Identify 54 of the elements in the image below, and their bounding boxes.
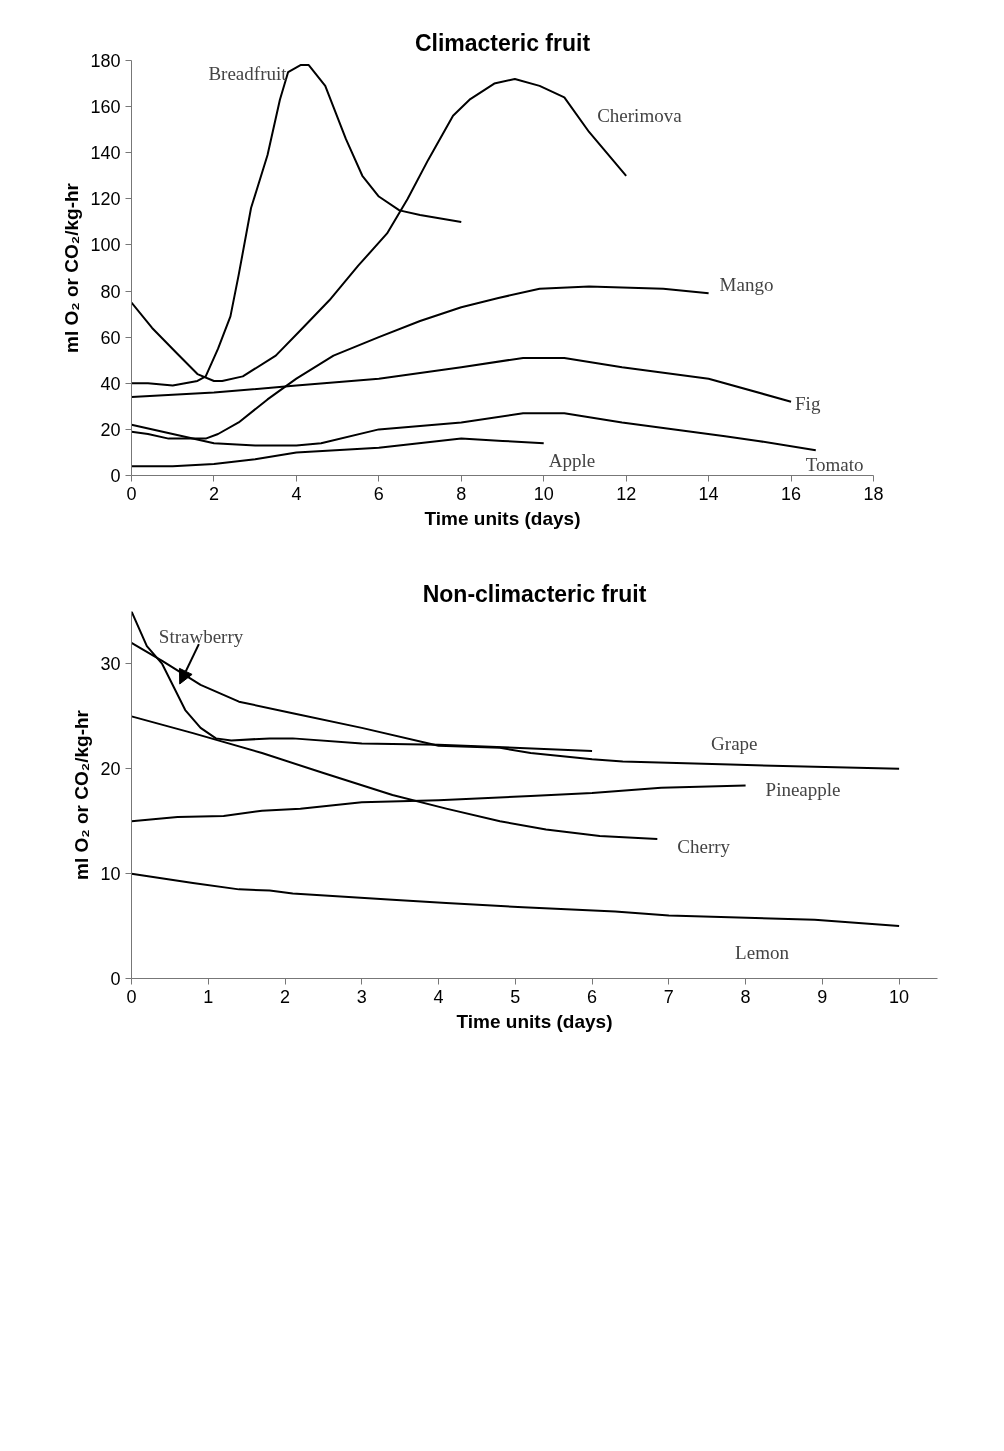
series-label: Breadfruit — [208, 62, 288, 84]
series-label: Mango — [719, 273, 774, 295]
series-label: Grape — [711, 733, 758, 755]
x-tick-label: 4 — [291, 483, 302, 504]
x-tick-label: 4 — [433, 986, 444, 1007]
y-tick-label: 0 — [110, 969, 121, 989]
series-label: Pineapple — [765, 779, 841, 801]
x-tick-label: 2 — [280, 986, 291, 1007]
series-label: Strawberry — [158, 625, 244, 647]
x-tick-label: 12 — [616, 483, 637, 504]
y-tick-label: 120 — [90, 189, 121, 210]
y-tick-label: 100 — [90, 235, 121, 256]
x-tick-label: 8 — [456, 483, 467, 504]
series-label: Cherimova — [597, 105, 683, 127]
chart-title: Climacteric fruit — [414, 29, 591, 56]
y-tick-label: 40 — [100, 373, 121, 394]
y-tick-label: 180 — [90, 51, 121, 71]
x-tick-label: 2 — [208, 483, 219, 504]
y-tick-label: 160 — [90, 97, 121, 118]
series-label: Cherry — [677, 835, 731, 857]
line-series — [131, 872, 901, 928]
x-tick-label: 0 — [126, 483, 137, 504]
x-axis-title: Time units (days) — [456, 1010, 613, 1032]
x-tick-label: 1 — [203, 986, 214, 1007]
x-tick-label: 9 — [817, 986, 828, 1007]
y-tick-label: 80 — [100, 281, 121, 302]
series-label: Fig — [795, 393, 821, 415]
line-series — [131, 437, 545, 468]
y-tick-label: 10 — [100, 864, 121, 885]
x-tick-label: 18 — [863, 483, 884, 504]
y-tick-label: 0 — [110, 466, 121, 486]
series-label: Apple — [548, 449, 596, 471]
x-tick-label: 5 — [510, 986, 521, 1007]
series-label: Tomato — [805, 453, 864, 475]
y-tick-label: 30 — [100, 654, 121, 675]
y-tick-label: 20 — [100, 759, 121, 780]
x-tick-label: 6 — [373, 483, 384, 504]
x-tick-label: 8 — [740, 986, 751, 1007]
y-tick-label: 140 — [90, 143, 121, 164]
x-tick-label: 7 — [663, 986, 674, 1007]
x-tick-label: 6 — [587, 986, 598, 1007]
y-axis-title: ml O₂ or CO₂/kg-hr — [71, 709, 93, 880]
x-tick-label: 16 — [781, 483, 802, 504]
series-label: Lemon — [735, 941, 790, 963]
x-tick-label: 10 — [889, 986, 910, 1007]
y-axis-title: ml O₂ or CO₂/kg-hr — [61, 182, 83, 353]
x-axis-title: Time units (days) — [424, 507, 581, 529]
x-tick-label: 10 — [533, 483, 554, 504]
x-tick-label: 3 — [356, 986, 367, 1007]
x-tick-label: 14 — [698, 483, 719, 504]
y-tick-label: 20 — [100, 419, 121, 440]
x-tick-label: 0 — [126, 986, 137, 1007]
chart-title: Non-climacteric fruit — [422, 580, 647, 607]
y-tick-label: 60 — [100, 327, 121, 348]
